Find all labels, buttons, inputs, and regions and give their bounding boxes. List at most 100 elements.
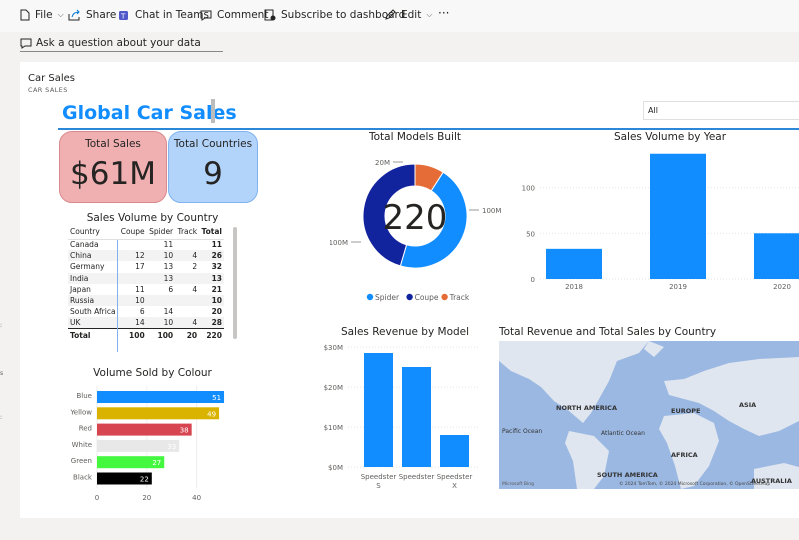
legend-marker [366, 293, 374, 301]
y-tick-label: $10M [324, 424, 343, 432]
left-edge-mark: s [0, 370, 4, 377]
slicer-dropdown[interactable]: All [643, 101, 799, 120]
matrix-cell: 11 [163, 240, 174, 250]
bar-black[interactable] [97, 472, 152, 485]
matrix-cell: 4 [192, 284, 198, 294]
matrix-header[interactable]: Coupe [118, 225, 147, 240]
matrix-cell: 10 [118, 294, 147, 307]
data-label: 49 [207, 410, 216, 418]
y-tick-label: Yellow [69, 408, 92, 416]
share-label: Share [86, 9, 117, 21]
edit-menu[interactable]: Edit ⌵ [384, 9, 432, 21]
left-edge-mark: : [0, 414, 3, 421]
donut-slice-coupe[interactable] [362, 163, 416, 267]
legend-label[interactable]: Coupe [415, 293, 439, 302]
map-graphic: NORTH AMERICA EUROPE ASIA Pacific Ocean … [499, 341, 799, 489]
total-countries-card[interactable]: Total Countries 9 [168, 131, 258, 203]
matrix-cell: 13 [163, 262, 174, 272]
y-tick-label: 50 [526, 230, 535, 238]
y-tick-label: White [72, 441, 92, 449]
matrix-cell [175, 239, 199, 250]
comment-button[interactable]: Comment [200, 9, 268, 21]
qa-input[interactable]: Ask a question about your data [20, 35, 223, 52]
matrix-title: Sales Volume by Country [86, 212, 219, 224]
bar-model[interactable] [364, 353, 393, 467]
report-subtitle: CAR SALES [28, 86, 68, 94]
matrix-total-cell: 220 [199, 328, 224, 342]
donut-title: Total Models Built [368, 131, 461, 143]
more-options-button[interactable]: ··· [438, 6, 450, 20]
matrix-scrollbar[interactable] [233, 227, 237, 339]
year-chart-title: Sales Volume by Year [613, 131, 727, 143]
chat-bubble-icon [20, 38, 32, 49]
bar-green[interactable] [97, 456, 165, 469]
x-tick-label: 40 [192, 494, 201, 502]
total-sales-card[interactable]: Total Sales $61M [59, 131, 167, 203]
file-icon [20, 9, 30, 21]
matrix-cell: 11 [135, 284, 145, 294]
y-tick-label: $30M [324, 344, 343, 352]
matrix-cell: Germany [70, 262, 105, 272]
donut-slice-track[interactable] [414, 163, 444, 192]
matrix-row: UK 14 10 4 28 [68, 317, 224, 329]
matrix-row: Canada 11 11 [68, 239, 224, 250]
sales-volume-by-year-chart[interactable]: 0 50 100 2018 2019 2020 [510, 145, 799, 295]
legend-label[interactable]: Track [449, 293, 470, 302]
share-button[interactable]: Share [68, 9, 116, 21]
bar-2019[interactable] [650, 153, 706, 279]
bar-red[interactable] [97, 423, 192, 436]
matrix-cell: Russia [68, 294, 119, 307]
colour-chart-title: Volume Sold by Colour [93, 367, 212, 379]
x-tick-label: 2020 [773, 283, 791, 291]
data-label: 51 [212, 394, 221, 402]
bar-yellow[interactable] [97, 407, 220, 420]
matrix-cell: 11 [211, 240, 222, 250]
total-models-donut[interactable]: 220 100M 100M 20M Spider Coupe Track [330, 148, 510, 306]
volume-by-colour-chart[interactable]: 0 20 40 Blue 51 Yellow 49 Red 38 White 33 Green 27 Bl… [60, 382, 240, 507]
matrix-header[interactable]: Spider [146, 225, 176, 240]
matrix-header[interactable]: Track [175, 225, 200, 240]
legend-label[interactable]: Spider [375, 293, 400, 302]
matrix-cell [118, 272, 147, 284]
chevron-down-icon: ⌵ [426, 10, 433, 19]
bar-blue[interactable] [97, 391, 225, 403]
matrix-header[interactable]: Country [68, 225, 119, 240]
donut-data-label: 100M [482, 207, 501, 215]
matrix-cell: 12 [118, 250, 147, 262]
chat-in-teams-button[interactable]: T Chat in Teams [118, 9, 209, 21]
world-map[interactable]: NORTH AMERICA EUROPE ASIA Pacific Ocean … [499, 341, 799, 489]
donut-center-value: 220 [383, 198, 448, 238]
matrix-header[interactable]: Total [199, 225, 224, 240]
x-tick-label: S [376, 482, 381, 490]
matrix-row: South Africa 6 14 20 [68, 306, 224, 317]
matrix-cell: 6 [139, 307, 145, 317]
matrix-cell: 14 [163, 307, 174, 317]
card-label: Total Sales [85, 138, 141, 150]
donut-slice-spider[interactable] [399, 171, 468, 269]
file-menu[interactable]: File ⌵ [20, 9, 64, 21]
revenue-chart-title: Sales Revenue by Model [340, 326, 470, 338]
title-underline [58, 128, 799, 130]
matrix-total-cell: Total [68, 328, 119, 342]
sales-volume-matrix[interactable]: Country Coupe Spider Track Total Canada 11 11 C… [68, 225, 228, 342]
bar-2018[interactable] [546, 248, 602, 279]
matrix-cell: 6 [168, 284, 174, 294]
chevron-down-icon: ⌵ [57, 10, 64, 19]
x-tick-label: 0 [95, 494, 99, 502]
matrix-cell: UK [68, 317, 119, 329]
bar-model[interactable] [440, 435, 469, 467]
bar-model[interactable] [402, 367, 431, 467]
y-tick-label: $0M [328, 464, 343, 472]
matrix-cell: India [68, 272, 119, 284]
bar-white[interactable] [97, 439, 180, 452]
legend-marker [406, 293, 413, 301]
matrix-cell: 17 [135, 262, 145, 272]
bar-2020[interactable] [754, 233, 799, 279]
title-accent-bar [211, 99, 215, 123]
slicer-value: All [648, 106, 658, 115]
pencil-icon [385, 9, 396, 20]
matrix-cell: 4 [175, 317, 200, 329]
subscribe-button[interactable]: Subscribe to dashboard [264, 9, 405, 21]
map-label: Pacific Ocean [502, 428, 542, 435]
